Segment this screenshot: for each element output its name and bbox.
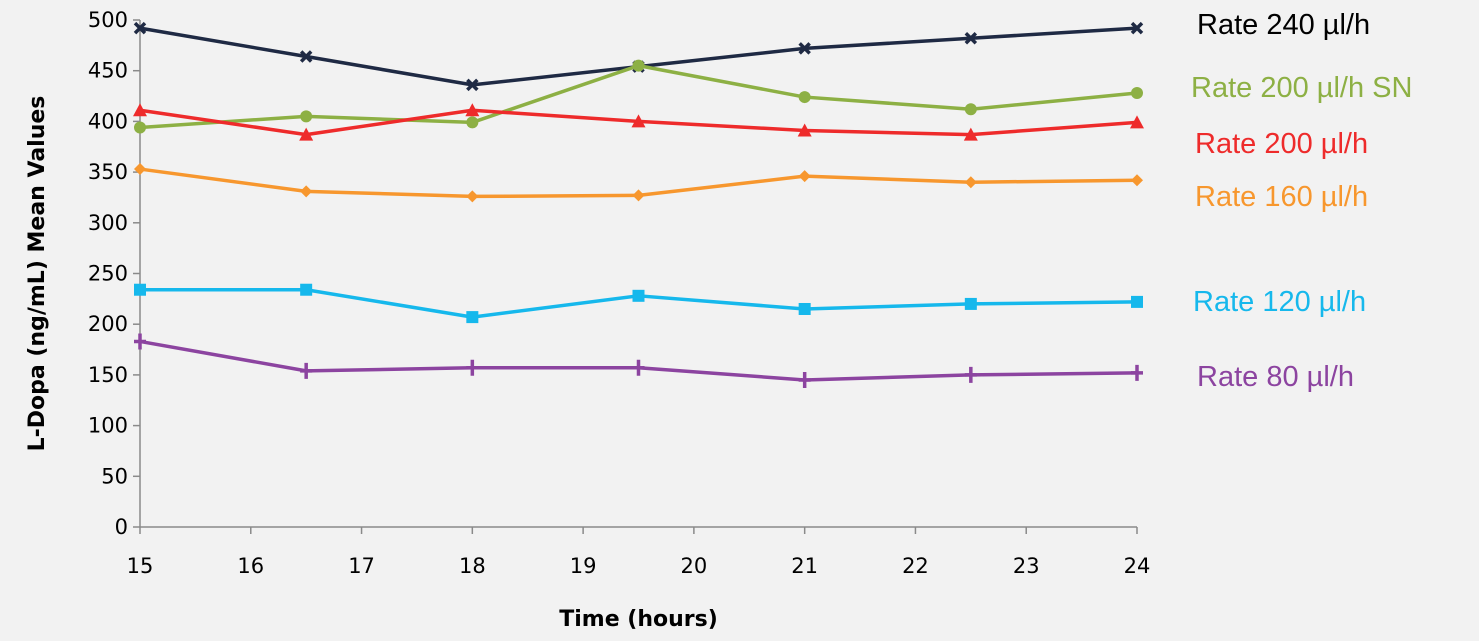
x-tick-label: 23	[1013, 554, 1040, 578]
triangle-marker	[797, 123, 812, 137]
x-marker	[964, 32, 978, 45]
x-marker	[133, 21, 147, 35]
diamond-marker	[798, 170, 811, 183]
x-tick-label: 15	[127, 554, 154, 578]
square-marker	[1131, 295, 1143, 308]
legend-item: Rate 200 µl/h SN	[1191, 72, 1412, 104]
y-axis-title: L-Dopa (ng/mL) Mean Values	[25, 96, 50, 452]
series-6	[134, 333, 1143, 388]
x-axis-title: Time (hours)	[559, 607, 718, 632]
y-tick-label: 150	[88, 363, 128, 387]
legend-item: Rate 160 µl/h	[1195, 181, 1368, 213]
y-tick-label: 350	[88, 160, 128, 184]
x-marker	[798, 42, 811, 55]
diamond-marker	[300, 185, 313, 198]
diamond-marker	[466, 190, 479, 203]
plus-marker	[964, 366, 977, 383]
series-1	[133, 21, 1144, 92]
circle-marker	[300, 110, 313, 123]
series-4	[134, 163, 1143, 203]
plus-marker	[134, 333, 146, 350]
legend-item: Rate 240 µl/h	[1197, 9, 1370, 41]
triangle-marker	[631, 114, 646, 128]
circle-marker	[134, 121, 146, 134]
circle-marker	[632, 59, 645, 72]
x-marker	[466, 78, 479, 92]
legend-item: Rate 120 µl/h	[1193, 286, 1366, 318]
diamond-marker	[134, 163, 146, 176]
x-tick-label: 18	[459, 554, 486, 578]
y-tick-label: 100	[88, 414, 128, 438]
diamond-marker	[964, 176, 977, 189]
series-5	[134, 283, 1143, 324]
y-tick-label: 400	[88, 109, 128, 133]
axes: 0 50 100 150 200 250 300 350 400 450 500 15 16 17 18 19…	[88, 8, 1150, 578]
x-tick-label: 20	[681, 554, 708, 578]
x-tick-label: 19	[570, 554, 597, 578]
y-tick-label: 200	[88, 312, 128, 336]
x-tick-label: 24	[1124, 554, 1151, 578]
plus-marker	[300, 362, 313, 379]
series-group	[133, 21, 1144, 388]
square-marker	[964, 297, 977, 310]
y-tick-label: 250	[88, 262, 128, 286]
circle-marker	[964, 103, 977, 116]
y-tick-label: 0	[115, 515, 128, 539]
x-tick-label: 17	[348, 554, 375, 578]
plus-marker	[632, 359, 645, 376]
plus-marker	[1131, 364, 1143, 381]
x-tick-label: 21	[791, 554, 818, 578]
plus-marker	[466, 359, 479, 376]
y-tick-label: 450	[88, 59, 128, 83]
diamond-marker	[632, 189, 645, 202]
circle-marker	[1131, 87, 1143, 100]
y-tick-label: 500	[88, 8, 128, 32]
triangle-marker	[1130, 115, 1144, 129]
square-marker	[798, 302, 811, 315]
x-tick-label: 16	[237, 554, 264, 578]
circle-marker	[798, 91, 811, 104]
legend-item: Rate 200 µl/h	[1195, 128, 1368, 160]
series-line	[139, 26, 1138, 87]
x-marker	[1130, 21, 1144, 35]
diamond-marker	[1131, 174, 1143, 187]
triangle-marker	[465, 103, 480, 117]
circle-marker	[466, 116, 479, 129]
legend-item: Rate 80 µl/h	[1197, 361, 1354, 393]
triangle-marker	[299, 127, 314, 141]
square-marker	[466, 311, 479, 324]
x-tick-label: 22	[902, 554, 929, 578]
plus-marker	[798, 371, 811, 388]
series-3	[133, 103, 1144, 141]
x-marker	[299, 50, 313, 63]
series-2	[134, 59, 1143, 134]
square-marker	[632, 289, 645, 302]
legend: Rate 240 µl/h Rate 200 µl/h SN Rate 200 µl…	[1191, 9, 1412, 393]
square-marker	[300, 283, 313, 296]
triangle-marker	[133, 103, 147, 117]
y-tick-label: 50	[101, 464, 128, 488]
y-tick-label: 300	[88, 211, 128, 235]
square-marker	[134, 283, 146, 296]
triangle-marker	[963, 127, 978, 141]
